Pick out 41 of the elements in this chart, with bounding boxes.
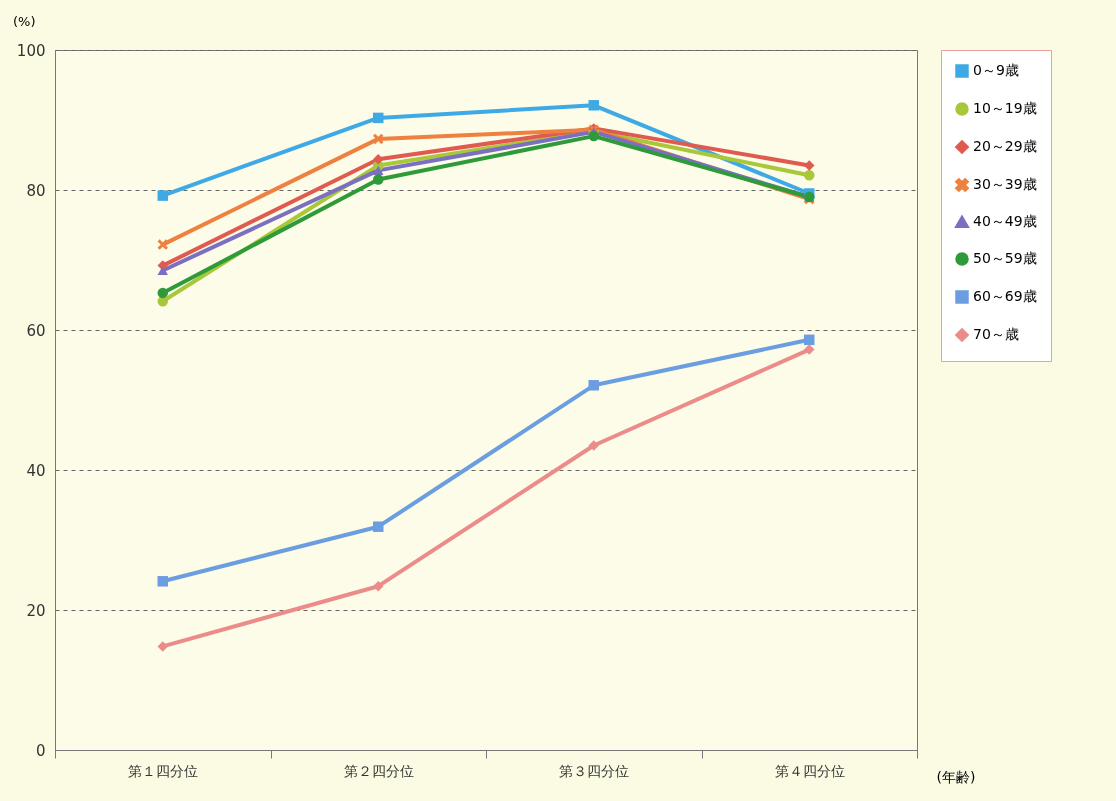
y-tick-label: 100	[16, 41, 46, 60]
legend-label: 0～9歳	[973, 62, 1019, 78]
y-tick-label: 0	[35, 741, 46, 760]
x-tick-label: 第２四分位	[343, 762, 414, 779]
point	[373, 153, 384, 165]
point	[373, 521, 384, 532]
y-tick-label: 40	[26, 461, 46, 480]
point	[373, 174, 384, 185]
point	[588, 130, 599, 142]
point	[804, 334, 815, 346]
point	[157, 239, 168, 250]
point	[804, 160, 815, 171]
legend-label: 50～59歳	[973, 250, 1037, 266]
x-tick-label: 第１四分位	[128, 762, 199, 779]
legend-label: 30～39歳	[973, 176, 1037, 192]
y-tick-label: 20	[26, 601, 46, 620]
legend-label: 20～29歳	[973, 138, 1037, 154]
point	[804, 344, 815, 355]
legend-label: 10～19歳	[973, 100, 1037, 116]
point	[157, 190, 168, 201]
point	[373, 580, 384, 592]
x-tick-label: 第３四分位	[559, 762, 630, 779]
point	[588, 440, 599, 451]
point	[157, 287, 168, 299]
point	[588, 380, 599, 391]
legend-label: 60～69歳	[973, 288, 1037, 304]
point	[588, 100, 599, 111]
y-tick-label: 80	[26, 181, 46, 200]
point	[373, 133, 384, 145]
x-axis-title: (年齢)	[936, 768, 976, 785]
point	[157, 641, 168, 652]
point	[804, 170, 815, 181]
y-tick-label: 60	[26, 321, 46, 340]
y-axis-title: (%)	[13, 13, 36, 29]
point	[157, 265, 168, 276]
legend-label: 70～歳	[973, 326, 1019, 342]
point	[373, 165, 384, 175]
x-tick-label: 第４四分位	[774, 762, 845, 779]
point	[373, 112, 384, 124]
point	[157, 576, 168, 587]
legend-label: 40～49歳	[973, 213, 1037, 229]
